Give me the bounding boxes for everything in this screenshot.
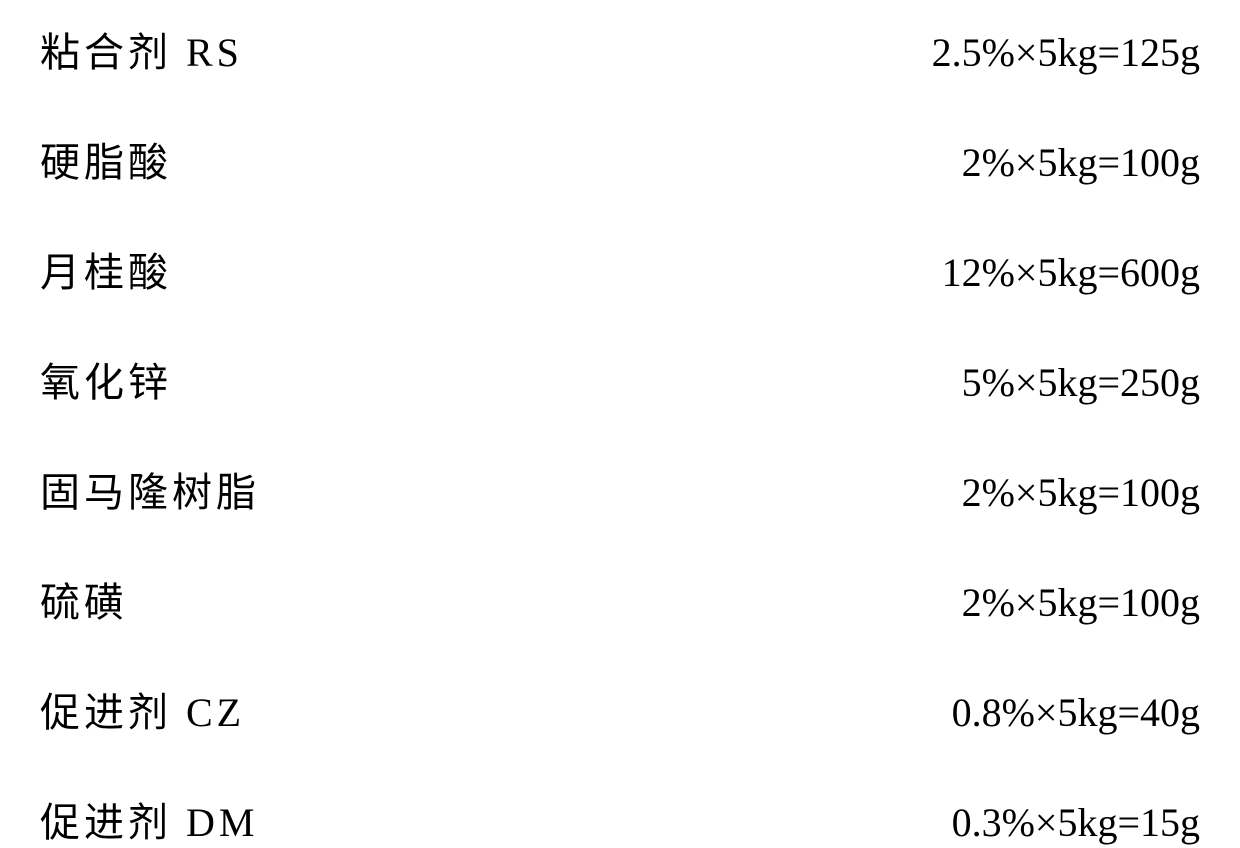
ingredient-label: 硬脂酸 bbox=[40, 130, 172, 188]
ingredient-value: 2.5%×5kg=125g bbox=[932, 29, 1200, 76]
ingredient-value: 2%×5kg=100g bbox=[962, 139, 1200, 186]
ingredient-label: 固马隆树脂 bbox=[40, 460, 260, 518]
table-row: 月桂酸 12%×5kg=600g bbox=[40, 240, 1200, 298]
table-row: 氧化锌 5%×5kg=250g bbox=[40, 350, 1200, 408]
ingredient-label: 促进剂 DM bbox=[40, 790, 258, 848]
ingredient-label: 促进剂 CZ bbox=[40, 680, 245, 738]
ingredient-label: 月桂酸 bbox=[40, 240, 172, 298]
table-row: 粘合剂 RS 2.5%×5kg=125g bbox=[40, 20, 1200, 78]
ingredient-value: 0.8%×5kg=40g bbox=[952, 689, 1200, 736]
ingredient-label: 粘合剂 RS bbox=[40, 20, 243, 78]
table-row: 硫磺 2%×5kg=100g bbox=[40, 570, 1200, 628]
ingredient-label: 硫磺 bbox=[40, 570, 128, 628]
table-row: 固马隆树脂 2%×5kg=100g bbox=[40, 460, 1200, 518]
ingredient-value: 5%×5kg=250g bbox=[962, 359, 1200, 406]
ingredient-value: 12%×5kg=600g bbox=[942, 249, 1200, 296]
table-row: 促进剂 DM 0.3%×5kg=15g bbox=[40, 790, 1200, 848]
ingredient-list: 粘合剂 RS 2.5%×5kg=125g 硬脂酸 2%×5kg=100g 月桂酸… bbox=[40, 20, 1200, 848]
ingredient-value: 2%×5kg=100g bbox=[962, 579, 1200, 626]
ingredient-value: 0.3%×5kg=15g bbox=[952, 799, 1200, 846]
table-row: 促进剂 CZ 0.8%×5kg=40g bbox=[40, 680, 1200, 738]
table-row: 硬脂酸 2%×5kg=100g bbox=[40, 130, 1200, 188]
ingredient-value: 2%×5kg=100g bbox=[962, 469, 1200, 516]
ingredient-label: 氧化锌 bbox=[40, 350, 172, 408]
